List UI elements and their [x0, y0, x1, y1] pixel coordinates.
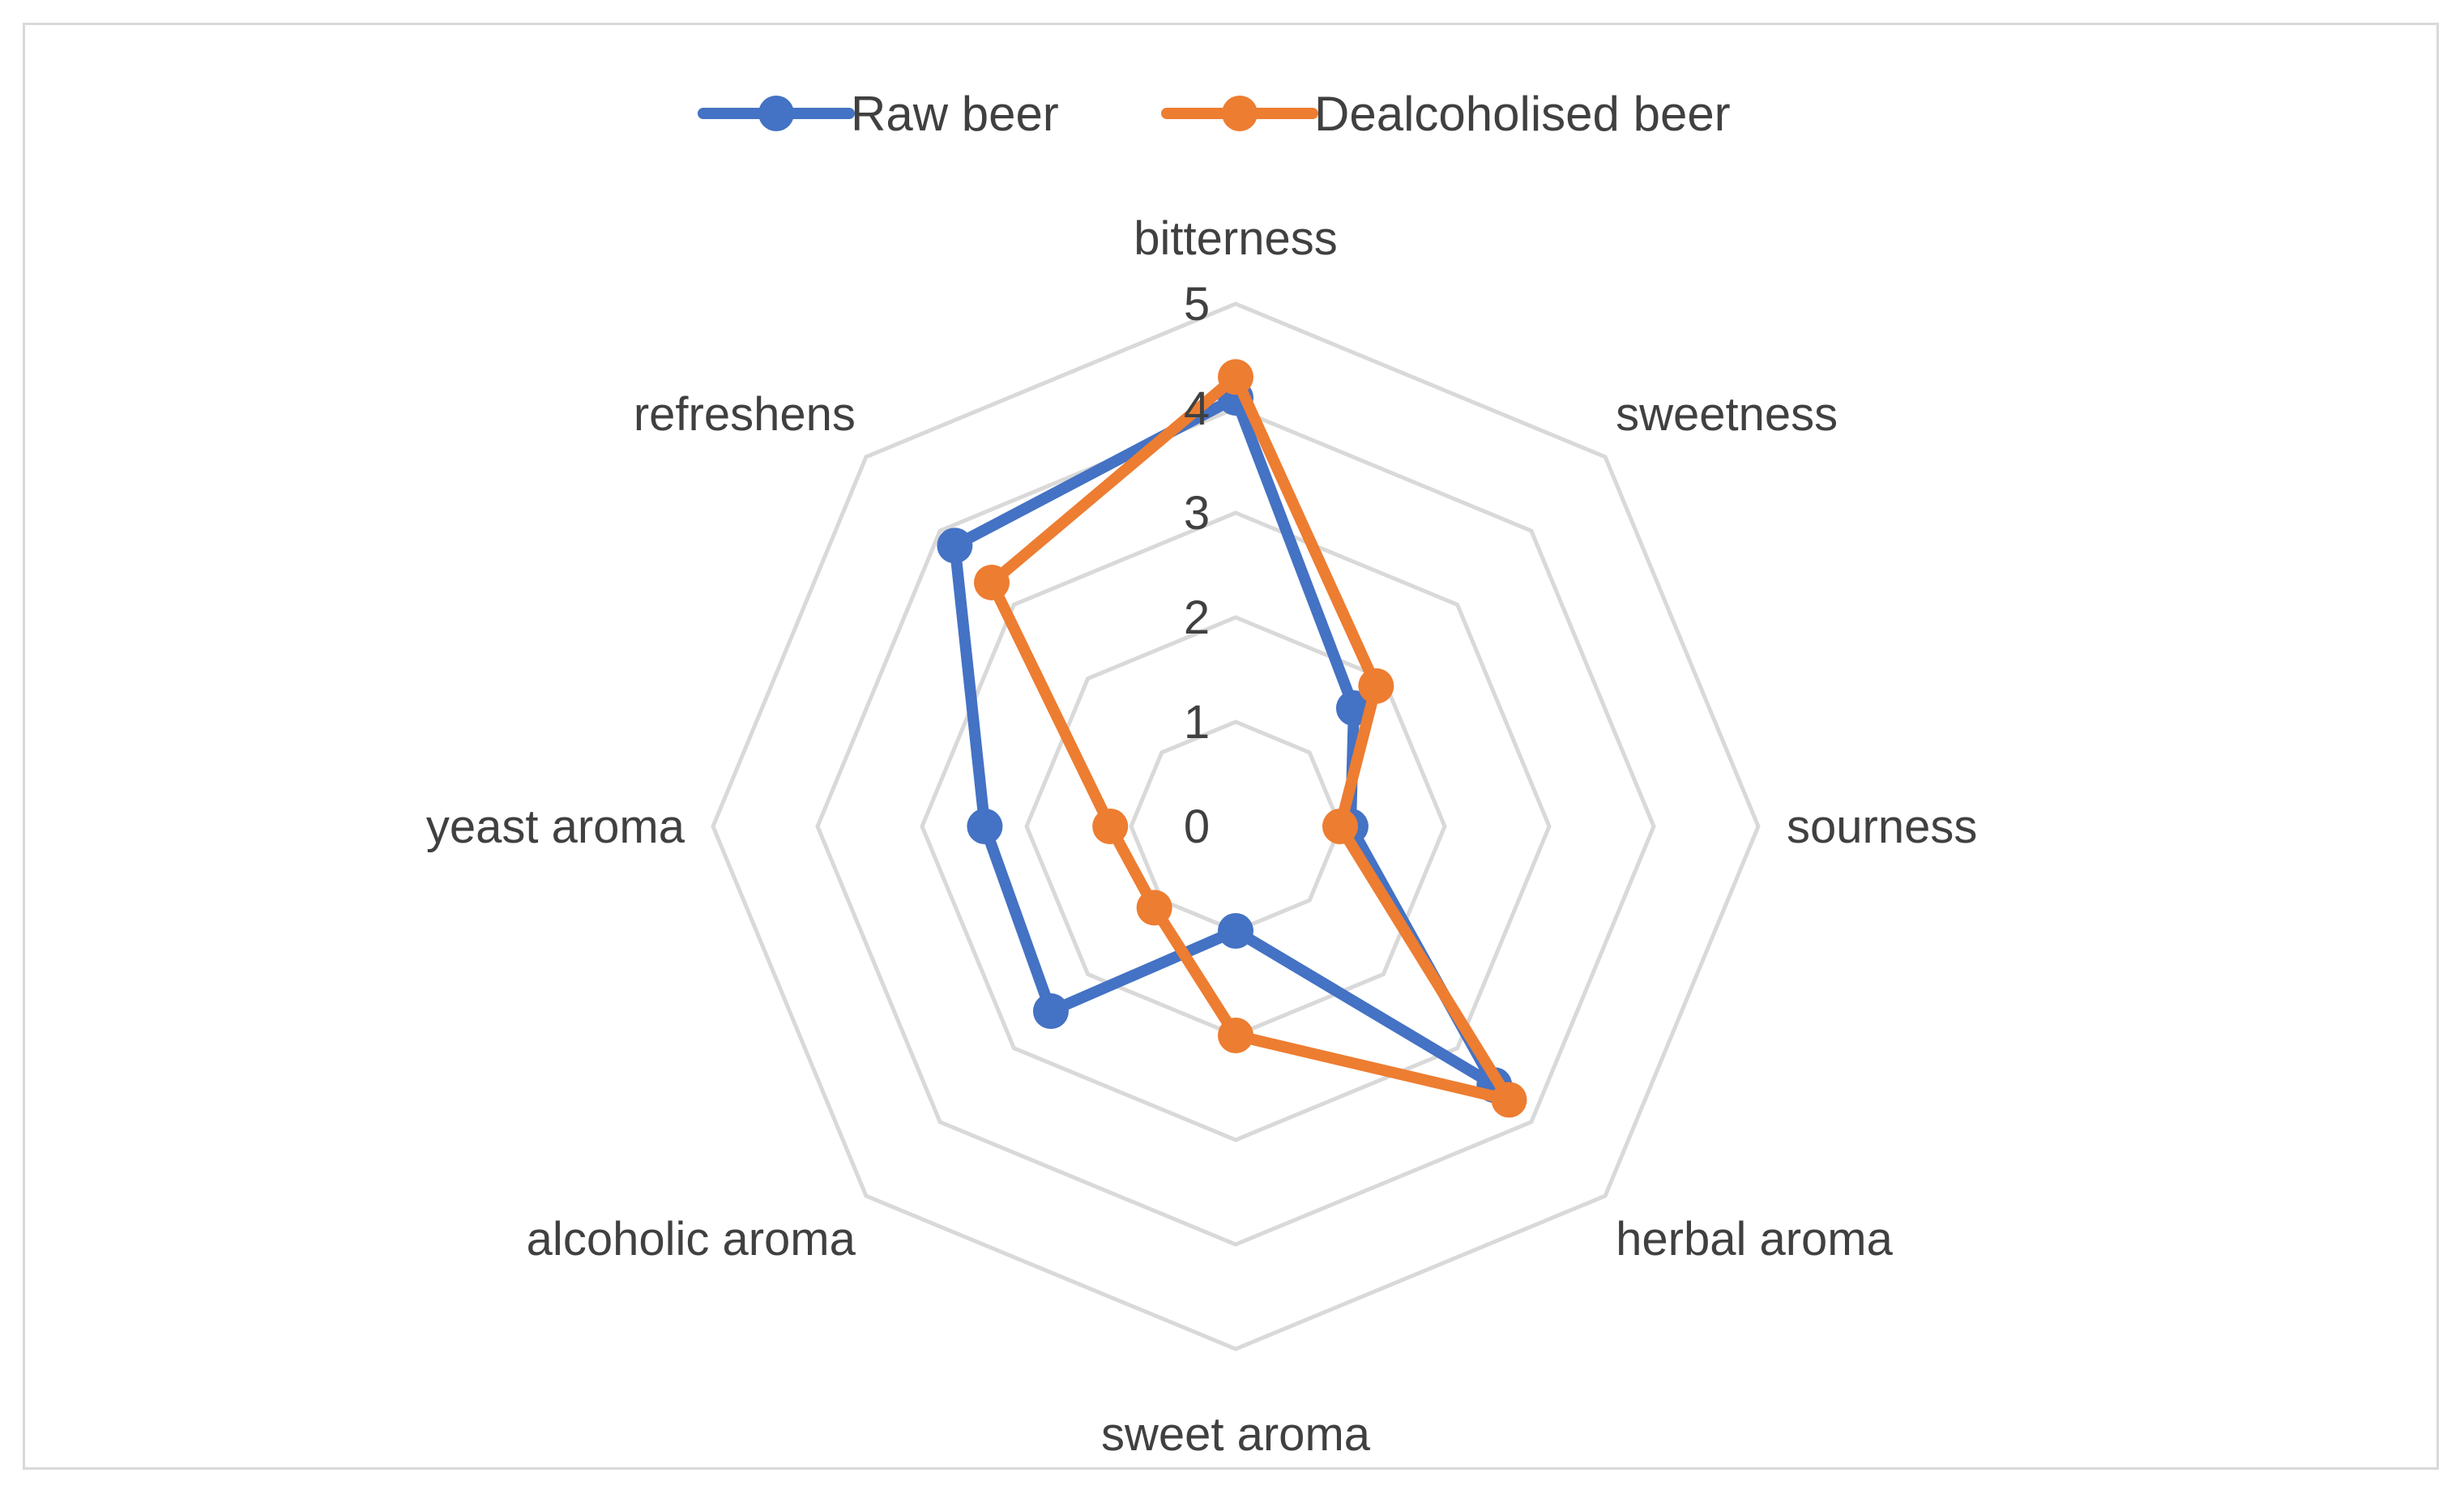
point-raw-beer-refreshens [937, 527, 973, 564]
chart-frame [23, 23, 2439, 1470]
grid-ring-3 [920, 510, 1552, 1142]
legend-item-dealcoholised-beer: Dealcoholised beer [1161, 87, 1731, 141]
axis-labels: bitterness sweetness sourness herbal aroma s… [426, 212, 1978, 1461]
tick-label-4: 4 [1184, 382, 1210, 435]
point-dealcoholised-beer-alcoholic-aroma [1136, 890, 1172, 926]
axis-label-herbal-aroma: herbal aroma [1616, 1213, 1893, 1266]
tick-label-3: 3 [1184, 487, 1210, 540]
legend-label-raw-beer: Raw beer [851, 87, 1059, 141]
legend-marker-dealcoholised-beer [1222, 96, 1258, 131]
point-dealcoholised-beer-refreshens [973, 564, 1010, 600]
grid-ring-5 [711, 301, 1761, 1351]
axis-label-sweetness: sweetness [1616, 388, 1838, 441]
tick-label-2: 2 [1184, 591, 1210, 644]
axis-label-refreshens: refreshens [634, 388, 856, 441]
legend-marker-raw-beer [758, 96, 794, 131]
point-raw-beer-yeast-aroma [967, 809, 1003, 844]
point-raw-beer-alcoholic-aroma [1032, 993, 1069, 1030]
series-dealcoholised-beer [973, 359, 1527, 1118]
point-dealcoholised-beer-sourness [1322, 809, 1358, 844]
point-dealcoholised-beer-bitterness [1218, 359, 1253, 395]
legend: Raw beer Dealcoholised beer [698, 87, 1731, 141]
grid-ring-4 [815, 406, 1656, 1247]
radial-tick-labels: 0 1 2 3 4 5 [1184, 278, 1210, 853]
point-dealcoholised-beer-sweet-aroma [1218, 1018, 1253, 1053]
point-dealcoholised-beer-sweetness [1358, 668, 1394, 704]
point-dealcoholised-beer-yeast-aroma [1092, 809, 1129, 844]
axis-label-bitterness: bitterness [1134, 212, 1337, 265]
axis-label-sourness: sourness [1787, 800, 1977, 853]
axis-label-yeast-aroma: yeast aroma [426, 800, 685, 853]
series-layer [937, 359, 1527, 1118]
tick-label-0: 0 [1184, 800, 1210, 853]
axis-label-alcoholic-aroma: alcoholic aroma [527, 1213, 856, 1266]
radar-grid [711, 301, 1761, 1351]
legend-label-dealcoholised-beer: Dealcoholised beer [1314, 87, 1731, 141]
series-line-raw-beer [949, 392, 1501, 1091]
point-dealcoholised-beer-herbal-aroma [1491, 1082, 1527, 1118]
tick-label-1: 1 [1184, 696, 1210, 749]
axis-label-sweet-aroma: sweet aroma [1101, 1408, 1371, 1461]
legend-item-raw-beer: Raw beer [698, 87, 1059, 141]
tick-label-5: 5 [1184, 278, 1210, 331]
point-raw-beer-sweet-aroma [1218, 913, 1253, 949]
